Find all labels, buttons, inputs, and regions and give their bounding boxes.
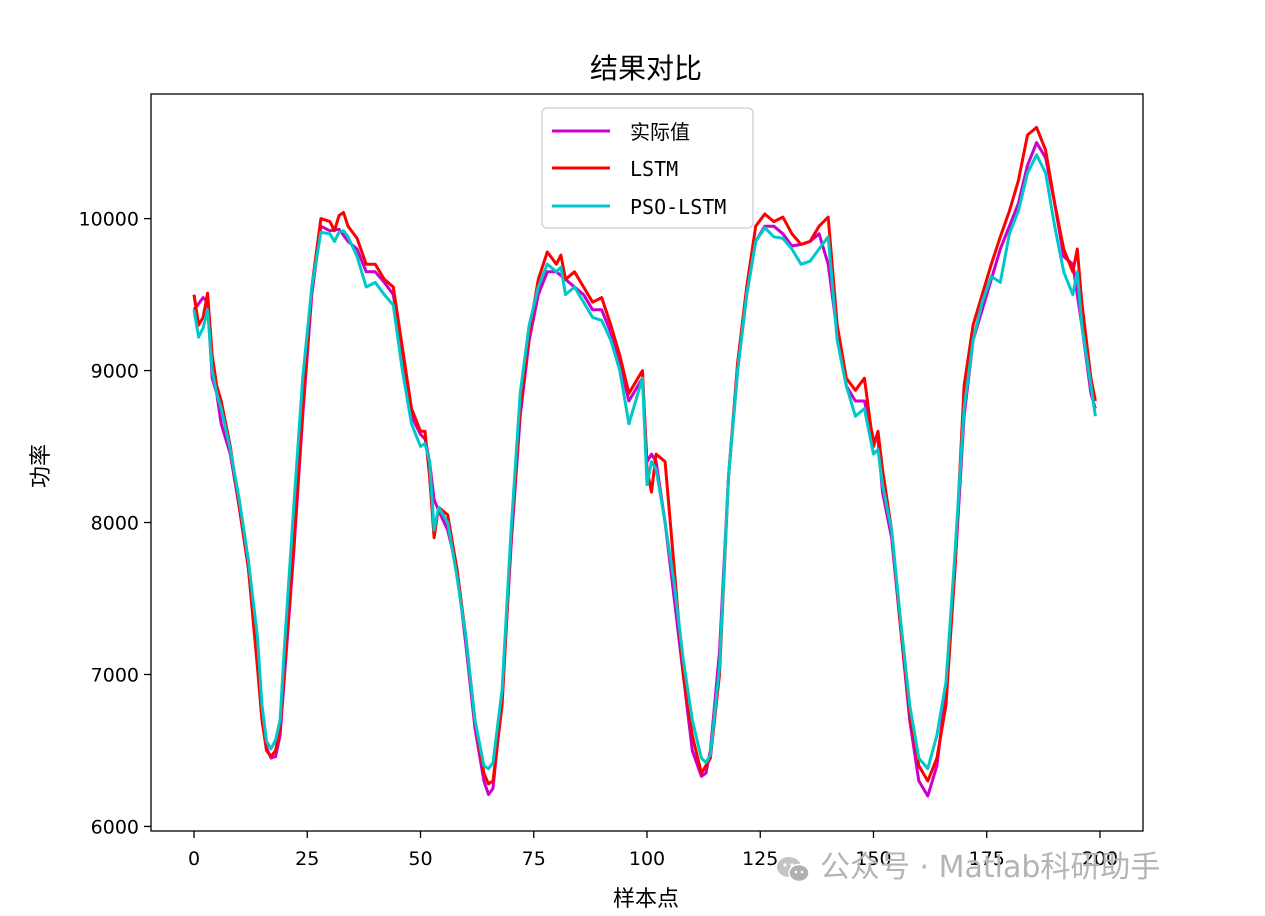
legend-box: [541, 107, 754, 229]
y-tick-label: 8000: [91, 513, 139, 535]
legend-label-pso-lstm: PSO-LSTM: [630, 195, 726, 219]
chart-title: 结果对比: [590, 52, 702, 85]
x-tick-label: 75: [522, 848, 546, 870]
x-tick-label: 150: [855, 848, 891, 870]
legend-label-actual: 实际值: [630, 120, 690, 144]
series-layer: [192, 125, 1097, 798]
wechat-icon: [777, 856, 810, 882]
y-tick-label: 7000: [91, 664, 139, 686]
x-tick-label: 200: [1082, 848, 1118, 870]
legend: 实际值 LSTM PSO-LSTM: [541, 107, 754, 229]
x-axis-label: 样本点: [613, 887, 679, 912]
legend-label-lstm: LSTM: [630, 157, 678, 181]
watermark-text: 公众号 · Matlab科研助手: [820, 850, 1161, 885]
y-tick-label: 6000: [91, 816, 139, 838]
x-tick-label: 175: [969, 848, 1005, 870]
x-tick-label: 50: [408, 848, 432, 870]
series-line-pso-lstm: [192, 153, 1097, 771]
y-tick-label: 9000: [91, 361, 139, 383]
x-tick-label: 100: [629, 848, 665, 870]
watermark: 公众号 · Matlab科研助手: [776, 842, 1160, 886]
y-axis-ticks: 6000 7000 8000 9000 10000: [79, 209, 151, 838]
x-tick-label: 25: [295, 848, 319, 870]
x-tick-label: 125: [742, 848, 778, 870]
x-tick-label: 0: [188, 848, 200, 870]
y-axis-label: 功率: [29, 444, 54, 488]
x-axis-ticks: 0 25 50 75 100 125 150 175 200: [188, 831, 1118, 870]
y-tick-label: 10000: [79, 209, 139, 231]
